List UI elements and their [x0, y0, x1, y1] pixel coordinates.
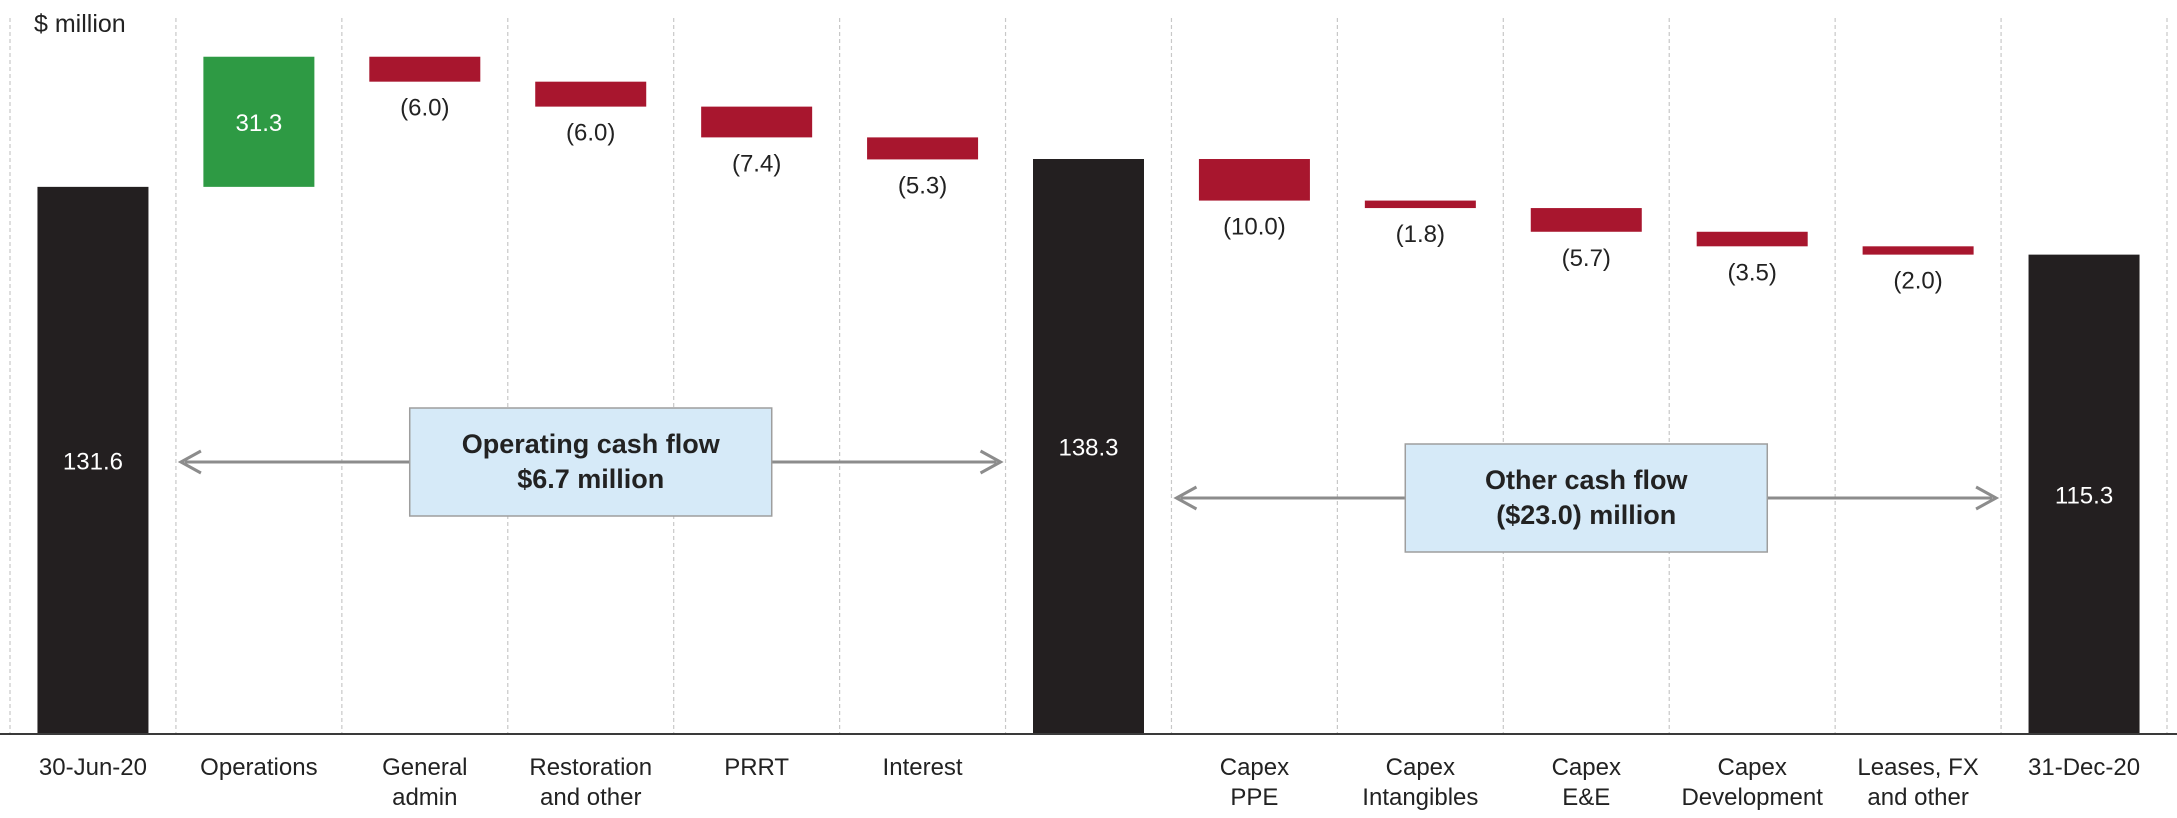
arrowhead-left — [177, 449, 202, 475]
arrowhead-right — [1975, 485, 2000, 511]
data-label: (10.0) — [1223, 214, 1286, 241]
data-label: 138.3 — [1058, 435, 1118, 462]
total-bar — [37, 186, 149, 734]
data-label: (6.0) — [400, 95, 449, 122]
annotation-text: $6.7 million — [517, 464, 664, 494]
data-label: 131.6 — [63, 448, 123, 475]
category-label: 31-Dec-20 — [2028, 754, 2140, 781]
category-label: Capex — [1552, 754, 1621, 781]
category-label: and other — [540, 784, 641, 811]
data-label: (2.0) — [1893, 268, 1942, 295]
category-label: E&E — [1562, 784, 1610, 811]
decrease-bar — [1530, 208, 1642, 232]
category-label: Development — [1681, 784, 1823, 811]
decrease-bar — [1364, 200, 1476, 209]
bars — [37, 56, 2140, 735]
gridlines — [9, 18, 2168, 734]
annotation-box — [408, 407, 773, 517]
category-label: Capex — [1718, 754, 1787, 781]
category-label: Capex — [1220, 754, 1289, 781]
decrease-bar — [1696, 231, 1808, 247]
data-label: 115.3 — [2055, 482, 2113, 509]
decrease-bar — [867, 137, 979, 160]
decrease-bar — [369, 56, 481, 82]
category-label: Capex — [1386, 754, 1455, 781]
category-label: PRRT — [724, 754, 789, 781]
data-label: (7.4) — [732, 150, 781, 177]
total-bar — [1033, 159, 1144, 735]
data-label: (3.5) — [1728, 259, 1777, 286]
decrease-bar — [535, 81, 647, 107]
category-label: Leases, FX — [1857, 754, 1978, 781]
data-label: (6.0) — [566, 120, 615, 147]
category-label: Interest — [883, 754, 963, 781]
data-label: (5.3) — [898, 172, 947, 199]
category-label: Intangibles — [1362, 784, 1478, 811]
data-label: 31.3 — [236, 110, 283, 137]
total-bar — [2028, 254, 2140, 734]
decrease-bar — [701, 106, 813, 138]
data-label: (5.7) — [1562, 245, 1611, 272]
category-label: Restoration — [529, 754, 652, 781]
annotation-box — [1404, 443, 1769, 553]
arrowhead-right — [979, 449, 1004, 475]
annotation-text: ($23.0) million — [1496, 500, 1676, 530]
decrease-bar — [1198, 159, 1310, 201]
annotation-text: Other cash flow — [1485, 465, 1689, 495]
category-label: and other — [1867, 784, 1968, 811]
arrowhead-left — [1173, 485, 1198, 511]
annotations: Operating cash flow $6.7 million Other cas… — [177, 407, 2000, 553]
category-label: Operations — [200, 754, 317, 781]
category-label: General — [382, 754, 467, 781]
increase-bar — [203, 56, 315, 187]
decrease-bar — [1862, 246, 1974, 255]
value-labels: 131.6 31.3 (6.0) (6.0) (7.4) (5.3) 138.3 (10.0)… — [63, 95, 2113, 510]
unit-label: $ million — [34, 10, 126, 38]
annotation-text: Operating cash flow — [462, 429, 721, 459]
data-label: (1.8) — [1396, 221, 1445, 248]
category-label: admin — [392, 784, 457, 811]
category-label: 30-Jun-20 — [39, 754, 147, 781]
x-axis: 30-Jun-20 Operations General admin Restorati… — [0, 733, 2177, 811]
category-label: PPE — [1230, 784, 1278, 811]
